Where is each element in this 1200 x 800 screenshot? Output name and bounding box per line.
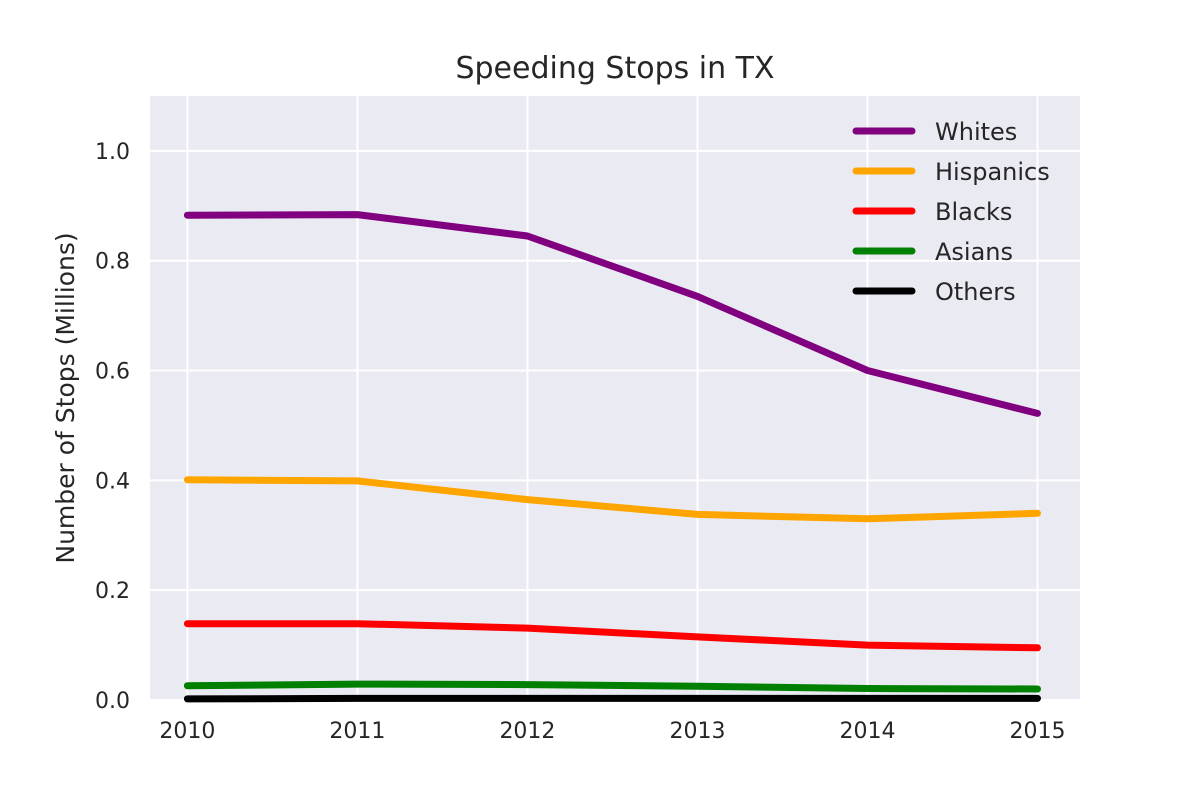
y-tick-label: 0.6 <box>95 360 130 385</box>
y-tick-label: 0.4 <box>95 469 130 494</box>
series-line-others <box>183 694 1041 703</box>
series-line-whites <box>183 211 1041 417</box>
y-axis-ticks: 0.0 0.2 0.4 0.6 0.8 1.0 <box>95 140 130 714</box>
y-tick-label: 0.2 <box>95 579 130 604</box>
legend-label-hispanics: Hispanics <box>935 158 1050 186</box>
legend-label-whites: Whites <box>935 118 1017 146</box>
y-tick-label: 1.0 <box>95 140 130 165</box>
x-tick-label: 2010 <box>159 719 215 744</box>
y-tick-label: 0.0 <box>95 689 130 714</box>
x-axis-ticks: 2010 2011 2012 2013 2014 2015 <box>159 719 1065 744</box>
chart-title: Speeding Stops in TX <box>455 51 774 86</box>
series-line-hispanics <box>183 476 1041 523</box>
series-line-blacks <box>183 620 1041 652</box>
x-tick-label: 2013 <box>669 719 725 744</box>
legend-label-blacks: Blacks <box>935 198 1012 226</box>
y-tick-label: 0.8 <box>95 250 130 275</box>
x-tick-label: 2011 <box>329 719 385 744</box>
plot-area <box>150 96 1080 700</box>
legend: Whites Hispanics Blacks Asians Others <box>852 118 1050 306</box>
x-tick-label: 2014 <box>839 719 895 744</box>
legend-label-asians: Asians <box>935 238 1013 266</box>
legend-label-others: Others <box>935 278 1016 306</box>
y-axis-label: Number of Stops (Millions) <box>51 232 80 563</box>
x-tick-label: 2015 <box>1009 719 1065 744</box>
x-tick-label: 2012 <box>499 719 555 744</box>
series-lines <box>183 211 1041 703</box>
series-line-asians <box>183 680 1041 693</box>
